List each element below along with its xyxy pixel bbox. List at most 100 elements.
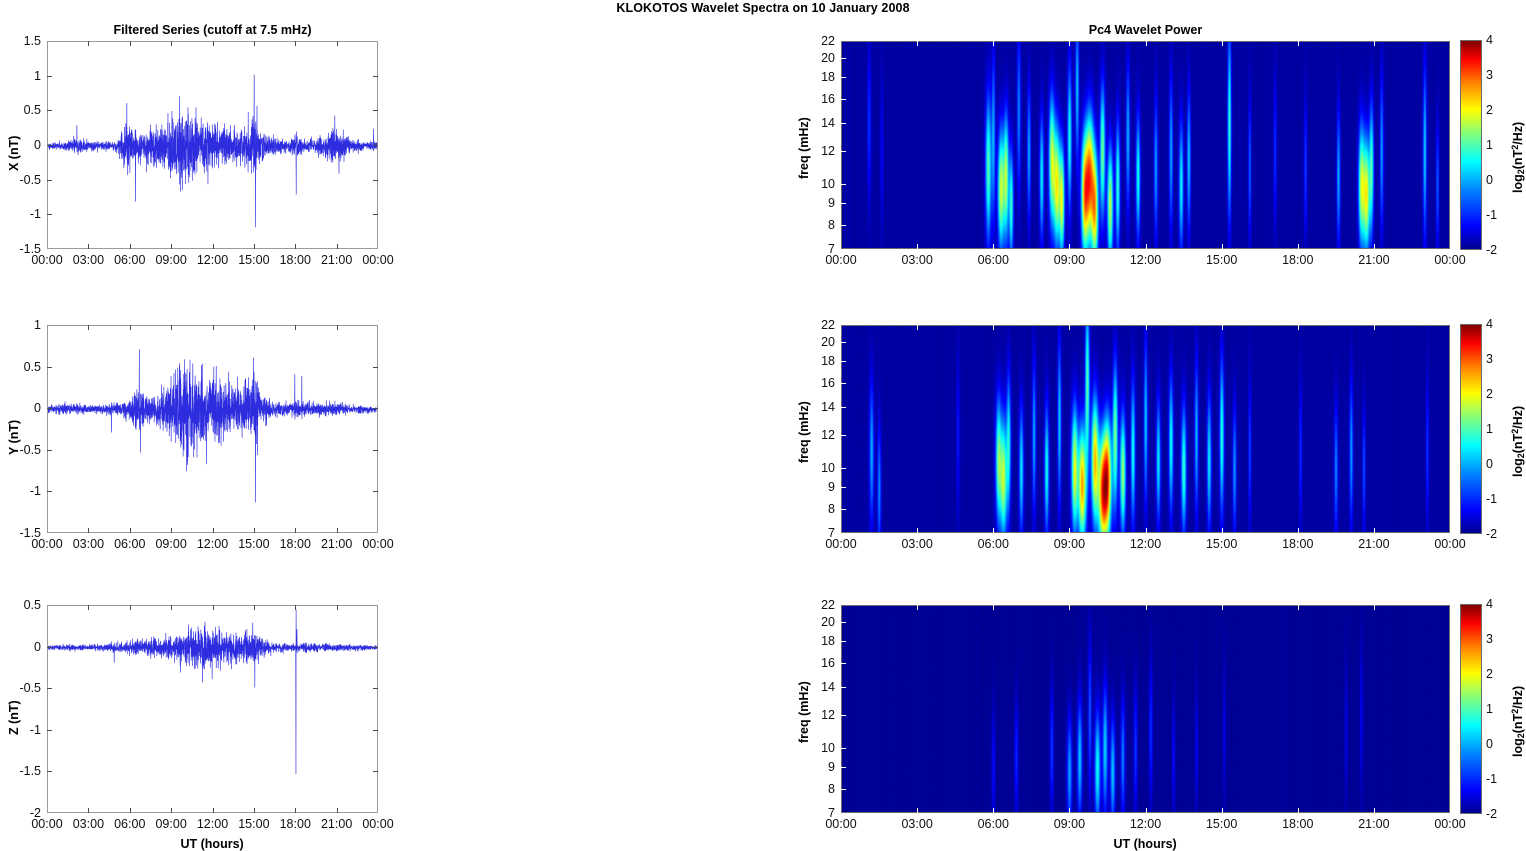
freq-tick-mark [841,715,846,717]
colorbar-gradient [1461,605,1481,813]
xtick-mark [993,244,995,249]
xtick-mark [129,808,131,813]
ytick-mark [47,491,52,493]
freq-tick-mark [841,767,846,769]
xtick-label: 12:00 [196,253,229,267]
colorbar-gradient [1461,325,1481,533]
colorbar-tick-label: 4 [1486,317,1493,331]
colorbar-tick-label: 2 [1486,103,1493,117]
xtick-mark [917,325,919,330]
ytick-mark [47,75,52,77]
freq-tick-label: 10 [821,741,835,756]
xtick-mark [88,605,90,610]
ytick-label: 0 [34,138,41,152]
xtick-mark [1373,605,1375,610]
colorbar-tick-label: 4 [1486,33,1493,47]
xtick-mark [212,325,214,330]
xtick-label: 06:00 [977,253,1009,267]
freq-tick-label: 8 [828,217,835,232]
ytick-label: 1 [34,318,41,332]
xtick-label: 18:00 [279,253,311,267]
xtick-label: 06:00 [977,537,1009,551]
colorbar-tick-label: 3 [1486,352,1493,366]
xtick-label: 00:00 [825,537,857,551]
freq-tick-label: 9 [828,760,835,775]
xtick-label: 00:00 [362,253,394,267]
freq-tick-label: 22 [821,318,835,332]
colorbar-tick-label: 3 [1486,632,1493,646]
xtick-mark [253,528,255,533]
freq-tick-mark [841,508,846,510]
ytick-mark [373,771,378,773]
colorbar-gradient [1461,41,1481,249]
ytick-label: -1.5 [19,242,41,256]
xtick-mark [993,41,995,46]
xtick-label: 18:00 [279,537,311,551]
xtick-label: 18:00 [1282,817,1314,831]
colorbar-tick-label: 3 [1486,68,1493,82]
xtick-label: 15:00 [238,817,270,831]
freq-tick-label: 8 [828,501,835,516]
ytick-label: -1 [29,484,41,499]
xtick-label: 06:00 [114,253,146,267]
xtick-mark [295,325,297,330]
freq-tick-label: 10 [821,461,835,476]
timeseries-panel-y-filtered-series: 1 0.5 0 -0.5 -1 -1.5 00:00 03:00 06:00 09:00 12:00… [7,318,394,551]
freq-tick-mark [841,407,846,409]
colorbar-x-wavelet-power [1460,40,1482,250]
xtick-mark [1145,528,1147,533]
spectrogram-panel-y-wavelet-power: 22 20 18 16 14 12 10 9 8 7 00:00 03:00 06:00 09:00 12:… [797,318,1466,551]
xtick-mark [253,244,255,249]
freq-tick-label: 7 [828,242,835,256]
ytick-mark [373,179,378,181]
xtick-label: 09:00 [155,253,187,267]
xtick-mark [171,244,173,249]
xtick-mark [1221,41,1223,46]
xtick-label: 09:00 [155,817,187,831]
xtick-mark [171,325,173,330]
xtick-label: 12:00 [196,817,229,831]
ytick-mark [47,449,52,451]
ytick-mark [47,646,52,648]
freq-tick-mark [841,77,846,79]
freq-tick-mark [841,748,846,750]
freq-tick-mark [841,224,846,226]
xtick-mark [212,808,214,813]
spectrogram-axes-y-wavelet-power [841,325,1450,533]
xtick-label: 15:00 [1205,537,1238,551]
ytick-mark [373,729,378,731]
xtick-mark [993,605,995,610]
freq-tick-mark [841,788,846,790]
xtick-label: 00:00 [825,253,857,267]
xtick-label: 12:00 [196,537,229,551]
xtick-label: 09:00 [1053,537,1086,551]
timeseries-panel-x-filtered-series: Filtered Series (cutoff at 7.5 mHz) 1.5 1 0… [7,23,394,267]
xtick-mark [1145,244,1147,249]
xtick-mark [1069,528,1071,533]
xtick-label: 00:00 [31,817,63,831]
freq-tick-mark [841,123,846,125]
ytick-label: -1.5 [19,526,41,540]
colorbar-tick-label: 4 [1486,597,1493,611]
xtick-mark [1373,244,1375,249]
xtick-mark [1373,808,1375,813]
ytick-label: -1 [29,722,41,737]
freq-tick-label: 12 [821,428,835,443]
colorbar-z-wavelet-power [1460,604,1482,814]
xtick-mark [295,244,297,249]
freq-axis-label: freq (mHz) [797,401,811,463]
freq-tick-label: 22 [821,598,835,612]
freq-tick-label: 20 [821,335,835,350]
xtick-mark [1221,244,1223,249]
xtick-mark [88,325,90,330]
xtick-label: 00:00 [1434,253,1466,267]
xtick-mark [129,528,131,533]
freq-tick-label: 18 [821,70,835,85]
ytick-label: -0.5 [19,442,41,457]
xtick-mark [212,605,214,610]
freq-tick-label: 14 [821,680,835,695]
xtick-mark [1221,325,1223,330]
xtick-label: 03:00 [901,253,933,267]
xtick-mark [88,808,90,813]
colorbar-y-wavelet-power [1460,324,1482,534]
